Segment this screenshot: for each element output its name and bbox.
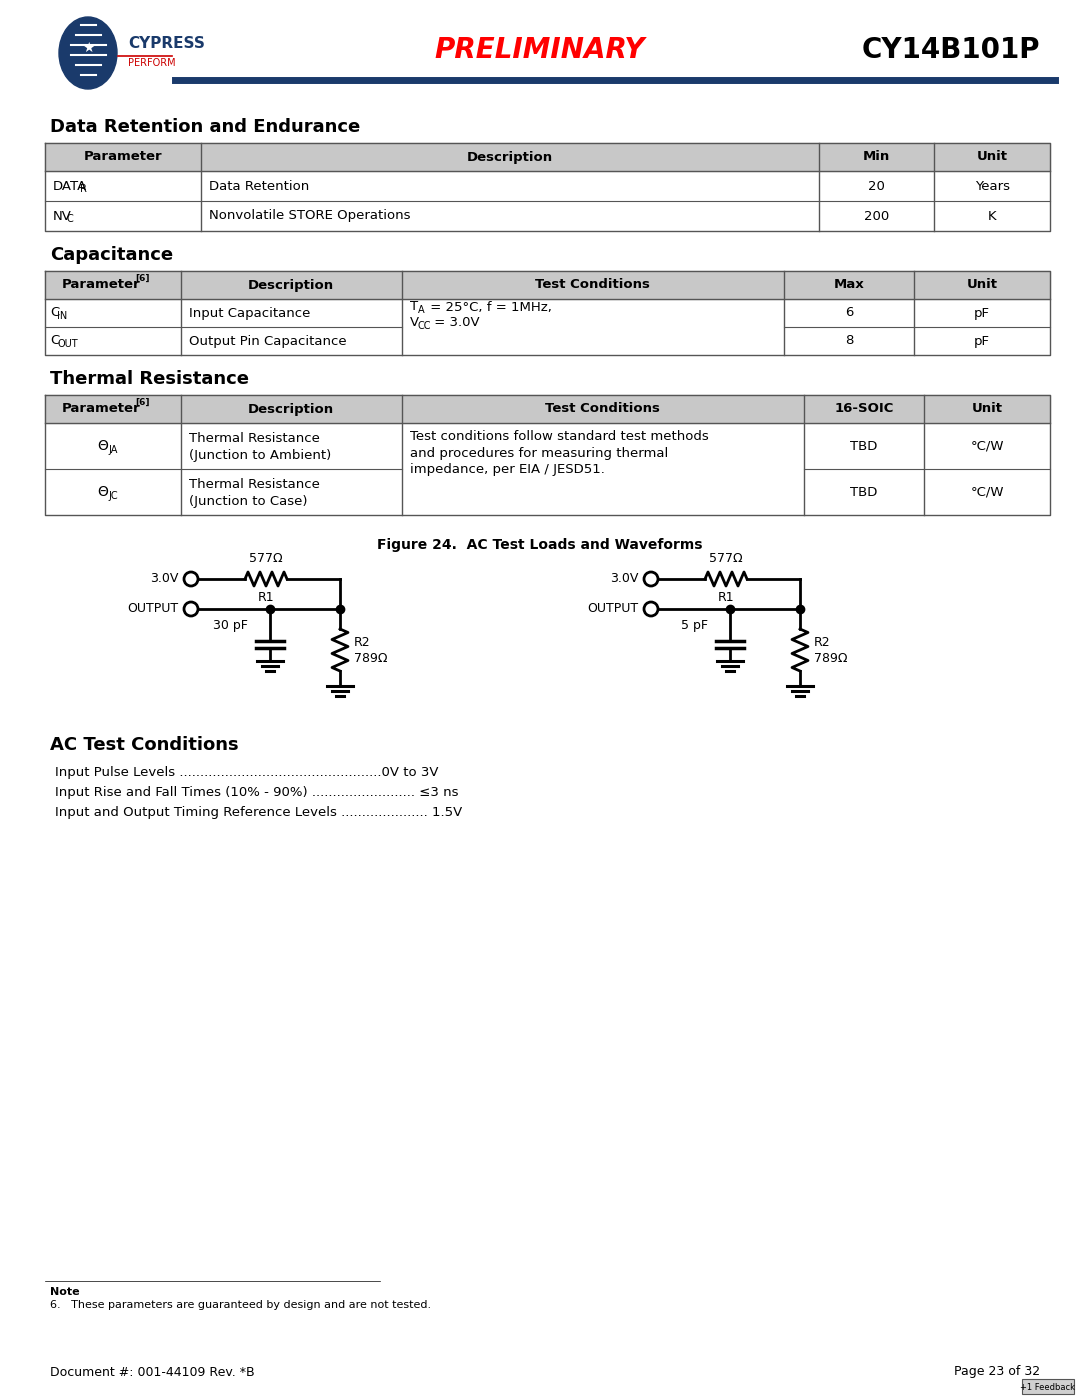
Text: Test Conditions: Test Conditions	[536, 278, 650, 292]
Text: Thermal Resistance: Thermal Resistance	[189, 478, 320, 490]
Text: 5 pF: 5 pF	[681, 619, 708, 633]
Text: 577Ω: 577Ω	[249, 552, 283, 564]
Text: R1: R1	[718, 591, 734, 604]
Text: = 3.0V: = 3.0V	[430, 317, 480, 330]
Text: T: T	[409, 300, 418, 313]
Text: 789Ω: 789Ω	[354, 651, 388, 665]
Text: C: C	[50, 334, 59, 348]
Text: OUTPUT: OUTPUT	[586, 602, 638, 616]
Text: TBD: TBD	[850, 486, 878, 499]
Text: 3.0V: 3.0V	[150, 573, 178, 585]
Text: +1 Feedback: +1 Feedback	[1021, 1383, 1076, 1391]
Text: Page 23 of 32: Page 23 of 32	[954, 1365, 1040, 1379]
Text: Capacitance: Capacitance	[50, 246, 173, 264]
Text: (Junction to Case): (Junction to Case)	[189, 495, 307, 507]
Text: OUT: OUT	[57, 339, 78, 349]
Text: C: C	[67, 214, 73, 224]
Text: Max: Max	[834, 278, 864, 292]
Text: ★: ★	[82, 41, 94, 54]
Text: IN: IN	[57, 312, 67, 321]
Text: and procedures for measuring thermal: and procedures for measuring thermal	[409, 447, 669, 460]
Text: pF: pF	[974, 306, 990, 320]
Text: [6]: [6]	[135, 274, 149, 282]
Text: Note: Note	[50, 1287, 80, 1296]
Text: K: K	[988, 210, 997, 222]
Text: C: C	[50, 306, 59, 320]
Text: 3.0V: 3.0V	[609, 573, 638, 585]
Text: Unit: Unit	[972, 402, 1002, 415]
Text: Unit: Unit	[967, 278, 998, 292]
FancyBboxPatch shape	[1022, 1379, 1074, 1394]
Text: Years: Years	[975, 179, 1010, 193]
Text: Output Pin Capacitance: Output Pin Capacitance	[189, 334, 347, 348]
Text: CYPRESS: CYPRESS	[129, 36, 205, 52]
Text: R2: R2	[354, 636, 370, 648]
Text: R: R	[80, 184, 87, 194]
Text: V: V	[409, 317, 419, 330]
Text: impedance, per EIA / JESD51.: impedance, per EIA / JESD51.	[409, 462, 605, 475]
Text: CY14B101P: CY14B101P	[862, 36, 1040, 64]
Text: Description: Description	[467, 151, 553, 163]
Text: Data Retention: Data Retention	[208, 179, 309, 193]
Text: °C/W: °C/W	[971, 486, 1004, 499]
Text: TBD: TBD	[850, 440, 878, 453]
Text: Data Retention and Endurance: Data Retention and Endurance	[50, 117, 361, 136]
Text: Description: Description	[248, 278, 335, 292]
Text: AC Test Conditions: AC Test Conditions	[50, 736, 239, 754]
Text: °C/W: °C/W	[971, 440, 1004, 453]
Text: Unit: Unit	[976, 151, 1008, 163]
Text: Input Pulse Levels .................................................0V to 3V: Input Pulse Levels .....................…	[55, 766, 438, 780]
Text: Document #: 001-44109 Rev. *B: Document #: 001-44109 Rev. *B	[50, 1365, 255, 1379]
Text: (Junction to Ambient): (Junction to Ambient)	[189, 448, 330, 461]
Text: NV: NV	[53, 210, 72, 222]
Text: Test Conditions: Test Conditions	[545, 402, 660, 415]
Text: Θ: Θ	[97, 439, 108, 453]
Text: 6: 6	[845, 306, 853, 320]
Text: Parameter: Parameter	[83, 151, 162, 163]
Text: Input Capacitance: Input Capacitance	[189, 306, 310, 320]
Text: 789Ω: 789Ω	[814, 651, 848, 665]
Text: Θ: Θ	[97, 485, 108, 499]
Text: 16-SOIC: 16-SOIC	[835, 402, 894, 415]
Text: = 25°C, f = 1MHz,: = 25°C, f = 1MHz,	[426, 300, 552, 313]
Text: Thermal Resistance: Thermal Resistance	[189, 432, 320, 444]
Text: Input and Output Timing Reference Levels ..................... 1.5V: Input and Output Timing Reference Levels…	[55, 806, 462, 819]
Text: JC: JC	[109, 490, 119, 502]
Text: JA: JA	[109, 446, 118, 455]
Text: 20: 20	[868, 179, 886, 193]
Text: CC: CC	[418, 321, 431, 331]
Text: R1: R1	[258, 591, 274, 604]
Text: pF: pF	[974, 334, 990, 348]
Text: DATA: DATA	[53, 179, 87, 193]
Text: 200: 200	[864, 210, 889, 222]
Text: Nonvolatile STORE Operations: Nonvolatile STORE Operations	[208, 210, 410, 222]
Text: OUTPUT: OUTPUT	[126, 602, 178, 616]
Text: 8: 8	[845, 334, 853, 348]
Text: Description: Description	[248, 402, 335, 415]
Text: Test conditions follow standard test methods: Test conditions follow standard test met…	[409, 430, 708, 443]
Text: Thermal Resistance: Thermal Resistance	[50, 370, 249, 388]
Text: PRELIMINARY: PRELIMINARY	[435, 36, 645, 64]
Text: 577Ω: 577Ω	[710, 552, 743, 564]
Text: Parameter: Parameter	[62, 402, 140, 415]
Text: R2: R2	[814, 636, 831, 648]
Text: PERFORM: PERFORM	[129, 59, 176, 68]
Text: Min: Min	[863, 151, 890, 163]
Text: Input Rise and Fall Times (10% - 90%) ......................... ≤3 ns: Input Rise and Fall Times (10% - 90%) ..…	[55, 787, 459, 799]
Text: 6.   These parameters are guaranteed by design and are not tested.: 6. These parameters are guaranteed by de…	[50, 1301, 431, 1310]
Text: Figure 24.  AC Test Loads and Waveforms: Figure 24. AC Test Loads and Waveforms	[377, 538, 703, 552]
Text: 30 pF: 30 pF	[213, 619, 248, 633]
Text: A: A	[418, 305, 424, 314]
Text: [6]: [6]	[135, 398, 149, 407]
Text: Parameter: Parameter	[62, 278, 140, 292]
Ellipse shape	[59, 17, 117, 89]
